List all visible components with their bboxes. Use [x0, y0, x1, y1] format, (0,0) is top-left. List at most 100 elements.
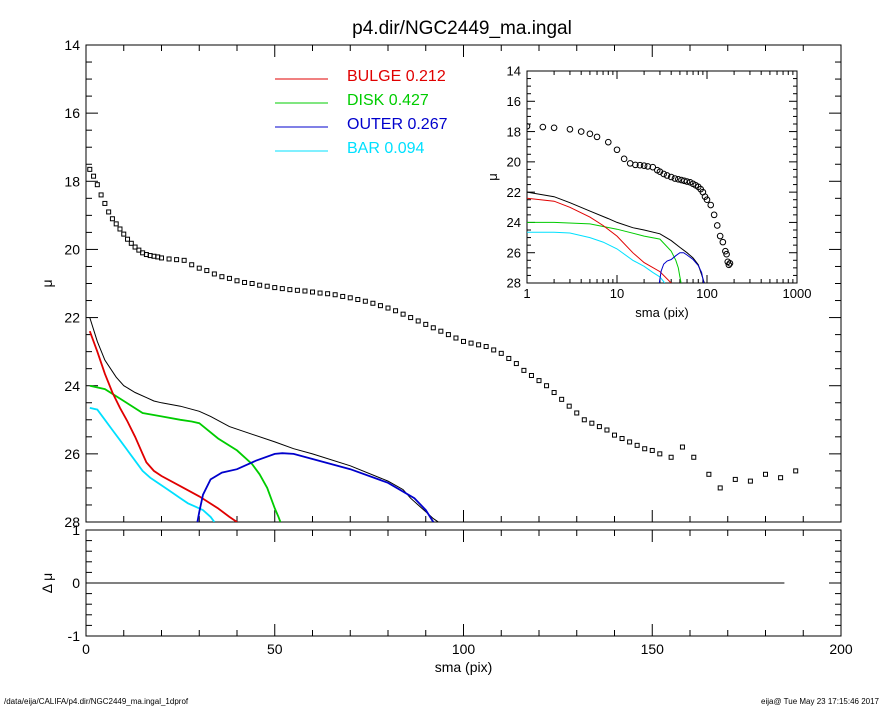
data-point — [226, 275, 232, 281]
legend-label: BAR 0.094 — [347, 140, 424, 157]
data-point — [91, 173, 97, 179]
y-tick-label: 16 — [507, 94, 521, 109]
series-outer — [196, 452, 435, 522]
data-point — [619, 436, 625, 442]
data-point — [125, 236, 131, 242]
y-tick-label: 24 — [507, 215, 521, 230]
x-tick-label: 1 — [523, 286, 530, 301]
data-point — [189, 262, 195, 268]
data-point — [109, 216, 115, 222]
x-tick-label: 150 — [641, 641, 665, 657]
y-tick-label: 28 — [64, 514, 80, 530]
data-point — [113, 221, 119, 227]
data-point — [325, 291, 331, 297]
y-tick-label: 22 — [507, 185, 521, 200]
data-point — [219, 274, 225, 280]
data-point — [393, 308, 399, 314]
data-point — [106, 209, 112, 215]
data-point — [528, 372, 534, 378]
data-point — [242, 279, 248, 285]
footer-path: /data/eija/CALIFA/p4.dir/NGC2449_ma.inga… — [4, 697, 189, 706]
data-point — [498, 350, 504, 356]
data-point — [468, 340, 474, 346]
data-layer — [527, 122, 734, 283]
data-point — [181, 257, 187, 263]
data-point — [423, 321, 429, 327]
series-disk — [89, 384, 282, 522]
data-point — [272, 285, 278, 291]
inset-background — [479, 67, 801, 333]
data-point — [94, 182, 100, 188]
data-point — [166, 256, 172, 262]
data-point — [675, 175, 682, 183]
data-point — [717, 485, 723, 491]
data-point — [476, 342, 482, 348]
x-tick-label: 100 — [696, 286, 718, 301]
data-point — [723, 250, 730, 258]
data-point — [691, 454, 697, 460]
x-tick-label: 0 — [82, 641, 90, 657]
series-bar — [527, 231, 666, 283]
data-point — [667, 173, 675, 181]
data-point — [539, 123, 547, 131]
data-point — [604, 427, 610, 433]
y-tick-label: 20 — [507, 155, 521, 170]
y-tick-label: -1 — [68, 628, 81, 644]
y-tick-label: 26 — [64, 446, 80, 462]
data-point — [234, 278, 240, 284]
data-point — [287, 287, 293, 293]
x-axis-title: sma (pix) — [435, 659, 493, 675]
data-layer — [87, 166, 799, 522]
data-point — [683, 178, 691, 185]
data-point — [294, 287, 300, 293]
data-point — [491, 347, 497, 353]
data-point — [513, 361, 519, 367]
data-point — [204, 268, 210, 274]
y-tick-label: 18 — [64, 173, 80, 189]
footer-timestamp: eija@ Tue May 23 17:15:46 2017 — [761, 697, 879, 706]
data-point — [681, 177, 688, 185]
data-point — [663, 172, 671, 179]
data-point — [211, 271, 217, 277]
y-tick-label: 26 — [507, 245, 521, 260]
data-point — [430, 325, 436, 331]
data-point — [544, 383, 550, 389]
data-point — [566, 126, 574, 133]
data-point — [506, 355, 512, 361]
data-point — [577, 128, 585, 135]
data-point — [593, 133, 601, 141]
data-point — [640, 162, 648, 169]
data-point — [87, 166, 93, 172]
data-point — [632, 161, 639, 169]
data-point — [732, 476, 738, 482]
data-point — [634, 442, 640, 448]
data-point — [196, 265, 202, 271]
y-tick-label: 14 — [64, 37, 80, 53]
data-point — [521, 367, 527, 373]
data-point — [362, 298, 368, 304]
data-point — [445, 332, 451, 338]
data-point — [117, 226, 123, 232]
data-point — [132, 244, 138, 250]
data-point — [574, 410, 580, 416]
data-point — [174, 257, 180, 263]
data-point — [340, 293, 346, 299]
data-point — [707, 201, 715, 209]
x-axis-title: sma (pix) — [635, 305, 688, 320]
data-point — [128, 240, 134, 246]
data-point — [249, 281, 255, 286]
legend-label: DISK 0.427 — [347, 92, 429, 109]
y-axis-title: Δ μ — [39, 573, 55, 594]
data-point — [355, 297, 361, 303]
y-tick-label: 28 — [507, 276, 521, 291]
series-total — [527, 191, 705, 283]
data-point — [612, 432, 617, 438]
data-point — [332, 292, 338, 298]
data-point — [527, 122, 531, 130]
data-point — [400, 311, 406, 317]
data-point — [257, 282, 263, 288]
y-tick-label: 20 — [64, 241, 80, 257]
x-tick-label: 100 — [452, 641, 476, 657]
